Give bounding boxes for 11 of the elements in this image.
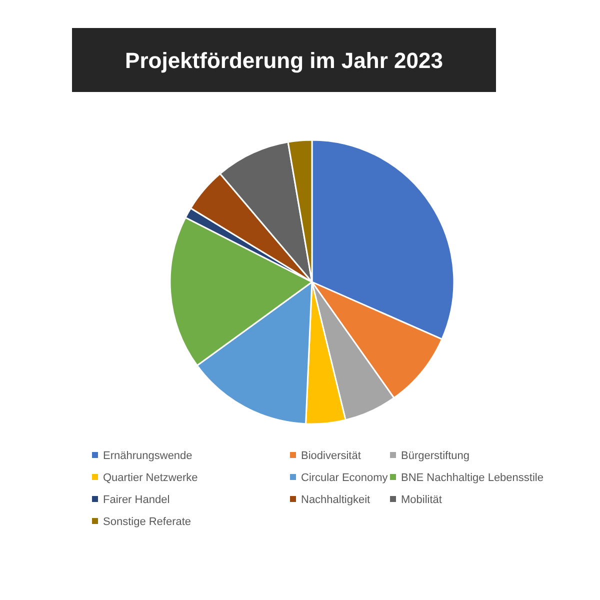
legend-label: BNE Nachhaltige Lebensstile [401, 472, 544, 484]
legend-label: Sonstige Referate [103, 516, 192, 528]
legend-label: Biodiversität [301, 450, 361, 462]
legend-label: Quartier Netzwerke [103, 472, 198, 484]
legend-label: Nachhaltigkeit [301, 494, 370, 506]
legend-label: Ernährungswende [103, 450, 192, 462]
chart-title: Projektförderung im Jahr 2023 [125, 48, 443, 73]
legend-label: Circular Economy [301, 472, 388, 484]
legend-label: Fairer Handel [103, 494, 170, 506]
legend-label: Bürgerstiftung [401, 450, 470, 462]
legend-label: Mobilität [401, 494, 442, 506]
